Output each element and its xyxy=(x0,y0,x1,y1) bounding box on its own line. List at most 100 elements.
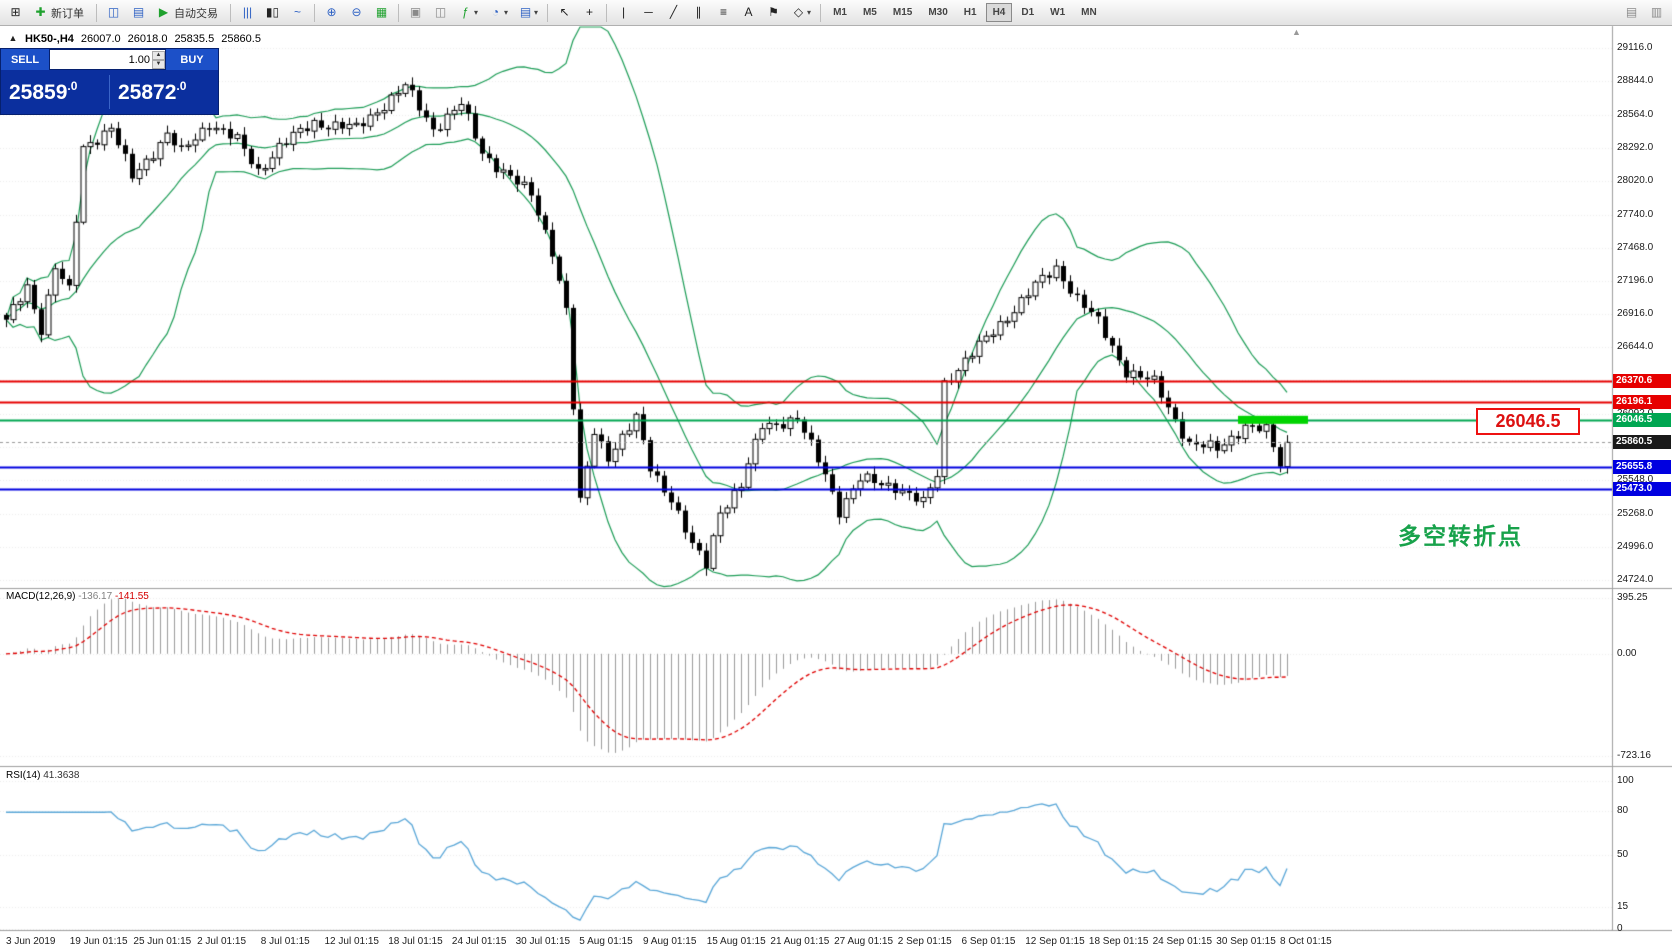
channel-button[interactable]: ∥ xyxy=(687,3,710,23)
print-preview-button[interactable]: ▥ xyxy=(1645,3,1668,23)
new-order-button[interactable]: ✚ 新订单 xyxy=(29,3,91,23)
lot-size-field[interactable]: ▲ ▼ xyxy=(49,49,166,70)
buy-button[interactable]: BUY xyxy=(166,49,218,70)
toolbar-separator xyxy=(398,3,399,22)
dropdown-icon: ▾ xyxy=(534,8,539,17)
line-chart-button[interactable]: ~ xyxy=(286,3,309,23)
timeframe-m1[interactable]: M1 xyxy=(826,3,854,22)
grid-button[interactable]: ▦ xyxy=(370,3,393,23)
crosshair-button[interactable]: + xyxy=(578,3,601,23)
toolbar-separator xyxy=(314,3,315,22)
toolbar-right-group: ▤ ▥ xyxy=(1619,3,1669,23)
toolbar-separator xyxy=(606,3,608,22)
shapes-icon: ◇ xyxy=(793,5,804,19)
bar-chart-icon: ||| xyxy=(242,5,253,19)
autotrading-button[interactable]: ▶ 自动交易 xyxy=(152,3,225,23)
bar-chart-button[interactable]: ||| xyxy=(236,3,259,23)
one-click-prices: 25859.0 25872.0 xyxy=(1,70,218,114)
chart-shift-marker[interactable]: ▲ xyxy=(1292,27,1301,37)
text-tool-button[interactable]: A xyxy=(737,3,760,23)
macd-name: MACD(12,26,9) xyxy=(6,591,76,602)
toolbar-separator xyxy=(230,3,231,22)
fibonacci-icon: ≡ xyxy=(720,5,728,19)
lot-size-input[interactable] xyxy=(50,52,152,67)
timeframe-d1[interactable]: D1 xyxy=(1014,3,1041,22)
tile-windows-icon: ◫ xyxy=(434,5,447,19)
dropdown-icon: ▾ xyxy=(807,8,812,17)
vertical-line-icon: | xyxy=(621,5,626,19)
templates-button[interactable]: ▤ ▾ xyxy=(514,3,542,23)
sell-price-main: 25859 xyxy=(9,81,68,104)
toolbar-separator xyxy=(820,3,822,22)
cursor-icon: ↖ xyxy=(559,5,570,19)
cascade-windows-icon: ▣ xyxy=(409,5,422,19)
lot-spinner: ▲ ▼ xyxy=(152,50,165,69)
chart-ohlc-header: ▲ HK50-,H4 26007.0 26018.0 25835.5 25860… xyxy=(8,31,261,46)
toolbar: ⊞ ✚ 新订单 ◫ ▤ ▶ 自动交易 ||| ▮▯ ~ ⊕ ⊖ ▦ ▣ ◫ ƒ ▾ ◔… xyxy=(0,0,1672,26)
sell-button[interactable]: SELL xyxy=(1,49,49,70)
timeframe-m5[interactable]: M5 xyxy=(856,3,884,22)
zoom-in-button[interactable]: ⊕ xyxy=(320,3,343,23)
zoom-out-button[interactable]: ⊖ xyxy=(345,3,368,23)
horizontal-line-button[interactable]: ─ xyxy=(637,3,660,23)
text-label-button[interactable]: ⚑ xyxy=(762,3,785,23)
buy-price-frac: .0 xyxy=(176,79,187,93)
chart-window-icon: ◫ xyxy=(107,5,120,19)
macd-signal-value: -141.55 xyxy=(114,591,149,602)
indicators-button[interactable]: ƒ ▾ xyxy=(454,3,482,23)
lot-increase-button[interactable]: ▲ xyxy=(152,50,165,60)
sell-price-value[interactable]: 25859.0 xyxy=(1,79,109,105)
one-click-toggle-icon[interactable]: ▲ xyxy=(8,33,18,43)
zoom-out-icon: ⊖ xyxy=(351,5,362,19)
trendline-button[interactable]: ╱ xyxy=(662,3,685,23)
turning-point-annotation: 多空转折点 xyxy=(1398,523,1523,549)
autotrading-icon: ▶ xyxy=(158,5,169,19)
template-icon: ▤ xyxy=(519,5,532,19)
one-click-trading-widget: SELL ▲ ▼ BUY 25859.0 25872.0 xyxy=(0,48,219,115)
printer-icon: ▤ xyxy=(1625,5,1638,19)
clock-icon: ◔ xyxy=(491,5,500,19)
one-click-top-row: SELL ▲ ▼ BUY xyxy=(1,49,218,70)
text-icon: A xyxy=(744,5,753,19)
timeframe-mn[interactable]: MN xyxy=(1074,3,1104,22)
profiles-button[interactable]: ▤ xyxy=(127,3,150,23)
timeframe-h1[interactable]: H1 xyxy=(957,3,984,22)
buy-price-value[interactable]: 25872.0 xyxy=(110,79,218,105)
rsi-label: RSI(14) 41.3638 xyxy=(6,770,79,781)
close-value: 25860.5 xyxy=(221,32,261,45)
print-preview-icon: ▥ xyxy=(1650,5,1663,19)
cursor-button[interactable]: ↖ xyxy=(553,3,576,23)
price-divider xyxy=(109,75,110,109)
low-value: 25835.5 xyxy=(174,32,215,45)
vertical-line-button[interactable]: | xyxy=(612,3,635,23)
channel-icon: ∥ xyxy=(695,5,702,19)
print-button[interactable]: ▤ xyxy=(1620,3,1643,23)
symbol-period-label: HK50-,H4 xyxy=(25,32,74,45)
candle-chart-button[interactable]: ▮▯ xyxy=(261,3,284,23)
horizontal-line-icon: ─ xyxy=(644,5,653,19)
label-flag-icon: ⚑ xyxy=(768,5,779,19)
new-chart-button[interactable]: ⊞ xyxy=(4,3,27,23)
open-value: 26007.0 xyxy=(80,32,121,45)
tile-windows-button[interactable]: ◫ xyxy=(429,3,452,23)
trendline-icon: ╱ xyxy=(669,5,678,19)
lot-decrease-button[interactable]: ▼ xyxy=(152,59,165,69)
shapes-button[interactable]: ◇ ▾ xyxy=(787,3,815,23)
macd-label: MACD(12,26,9) -136.17 -141.55 xyxy=(6,591,149,602)
periods-button[interactable]: ◔ ▾ xyxy=(484,3,512,23)
fibonacci-button[interactable]: ≡ xyxy=(712,3,735,23)
timeframe-h4[interactable]: H4 xyxy=(985,3,1013,22)
timeframe-w1[interactable]: W1 xyxy=(1043,3,1072,22)
high-value: 26018.0 xyxy=(127,32,168,45)
chart-window-button[interactable]: ◫ xyxy=(102,3,125,23)
timeframe-m30[interactable]: M30 xyxy=(921,3,954,22)
autotrading-label: 自动交易 xyxy=(174,7,218,20)
rsi-name: RSI(14) xyxy=(6,770,41,781)
grid-icon: ▦ xyxy=(375,5,388,19)
candle-chart-icon: ▮▯ xyxy=(265,5,280,19)
indicators-icon: ƒ xyxy=(462,5,469,19)
cascade-windows-button[interactable]: ▣ xyxy=(404,3,427,23)
line-chart-icon: ~ xyxy=(293,5,301,19)
timeframe-m15[interactable]: M15 xyxy=(886,3,919,22)
